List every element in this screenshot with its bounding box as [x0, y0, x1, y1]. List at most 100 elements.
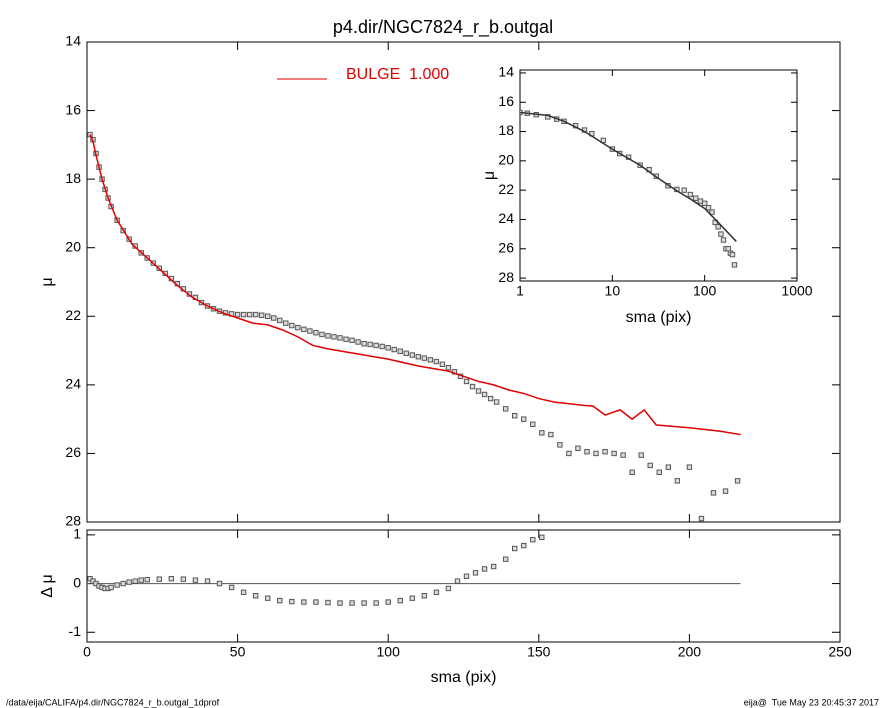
y-tick-label: 20 [498, 152, 514, 168]
data-point [566, 450, 572, 457]
data-point [180, 576, 187, 582]
data-point [463, 573, 470, 579]
data-point [512, 413, 518, 419]
data-point [445, 585, 452, 592]
plot-area [520, 109, 738, 268]
x-tick-label: 150 [527, 644, 551, 660]
data-point [144, 576, 150, 583]
data-point [246, 311, 253, 318]
data-point [385, 599, 391, 605]
data-point [421, 355, 428, 361]
y-axis-label: μ [481, 171, 498, 180]
y-tick-label: 14 [498, 64, 514, 80]
x-tick-label: 100 [693, 283, 717, 299]
data-point [475, 388, 482, 394]
data-point [548, 431, 554, 438]
y-tick-label: 20 [65, 238, 81, 254]
data-point [313, 330, 319, 336]
data-point [674, 478, 681, 484]
plot-frame [86, 41, 841, 523]
data-point [512, 545, 518, 552]
x-axis-label: sma (pix) [626, 309, 692, 326]
data-point [693, 195, 699, 201]
data-point [490, 563, 497, 570]
data-point [216, 580, 223, 587]
data-point [439, 361, 446, 367]
data-point [611, 450, 617, 457]
footer-right: eija@ Tue May 23 20:45:37 2017 [744, 697, 879, 707]
plot-area [87, 534, 545, 606]
data-point [725, 246, 731, 252]
data-point [487, 395, 494, 402]
data-point [120, 580, 126, 587]
x-tick-label: 0 [83, 644, 91, 660]
data-point [729, 251, 736, 258]
data-point [463, 378, 470, 385]
y-tick-label: 24 [65, 376, 81, 392]
data-point [156, 576, 162, 582]
data-point [403, 350, 409, 357]
plot-frame [519, 69, 798, 282]
data-point [265, 313, 271, 319]
data-point [602, 449, 608, 455]
data-point [228, 584, 235, 591]
y-tick-label: 1 [73, 526, 81, 542]
data-point [271, 315, 277, 321]
data-point [373, 600, 379, 606]
data-point [600, 137, 607, 144]
data-point [234, 311, 241, 318]
x-axis-label: sma (pix) [431, 669, 497, 686]
data-point [521, 542, 527, 549]
x-tick-label: 200 [678, 644, 702, 660]
data-point [349, 600, 355, 606]
data-point [397, 597, 403, 604]
chart-title: p4.dir/NGC7824_r_b.outgal [333, 17, 553, 38]
data-point [313, 599, 319, 605]
data-point [379, 343, 385, 350]
data-point [722, 488, 729, 494]
data-point [686, 464, 693, 470]
data-point [701, 200, 708, 207]
data-point [361, 600, 367, 606]
data-point [252, 593, 259, 599]
x-tick-label: 10 [605, 283, 621, 299]
y-tick-label: 24 [498, 210, 514, 226]
y-tick-label: -1 [69, 623, 82, 639]
data-point [168, 575, 175, 582]
y-tick-label: 22 [498, 181, 514, 197]
data-point [593, 450, 599, 457]
x-tick-label: 1000 [781, 283, 812, 299]
data-point [647, 462, 653, 469]
data-point [283, 320, 289, 326]
data-point [681, 187, 687, 193]
data-point [277, 597, 283, 604]
model-line [89, 134, 741, 436]
data-point [301, 599, 307, 605]
data-point [343, 336, 349, 342]
data-point [307, 328, 313, 334]
y-tick-label: 28 [498, 269, 514, 285]
footer-left: /data/eija/CALIFA/p4.dir/NGC7824_r_b.out… [6, 697, 220, 707]
data-point [204, 578, 211, 584]
data-point [720, 237, 727, 243]
x-tick-label: 50 [230, 644, 246, 660]
data-point [521, 416, 527, 422]
data-point [445, 365, 452, 371]
data-point [108, 584, 114, 591]
data-point [433, 358, 440, 365]
data-point [240, 311, 247, 318]
data-point [665, 464, 672, 470]
data-point [705, 205, 712, 211]
data-point [337, 335, 343, 341]
x-tick-label: 250 [828, 644, 852, 660]
data-point [301, 326, 307, 333]
data-point [715, 224, 721, 230]
data-point [114, 582, 120, 588]
data-point [385, 345, 391, 351]
data-point [575, 445, 581, 451]
data-point [265, 595, 271, 601]
y-tick-label: 26 [65, 444, 81, 460]
y-tick-label: 18 [498, 122, 514, 138]
data-point [126, 579, 132, 585]
